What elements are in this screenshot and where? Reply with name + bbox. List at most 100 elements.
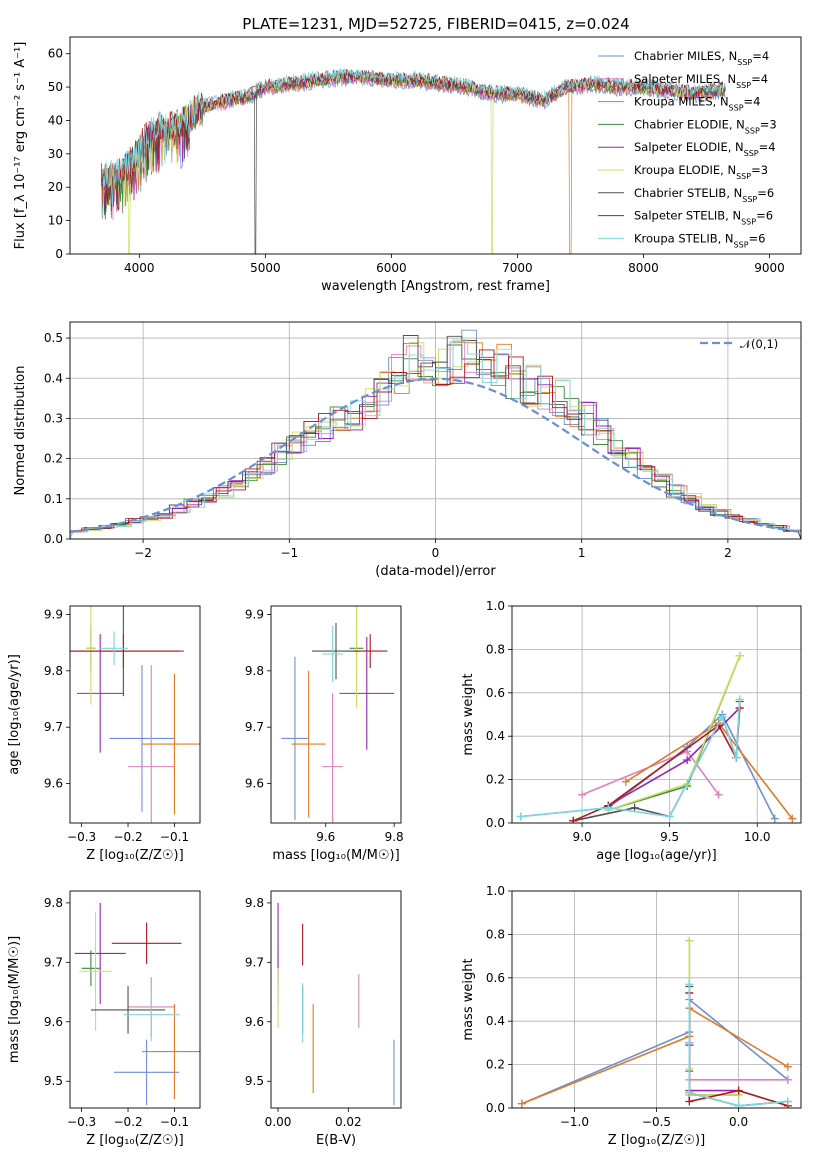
weight-point <box>621 777 630 786</box>
axes-frame <box>511 890 802 1109</box>
plot-area <box>516 651 797 823</box>
grid <box>512 605 801 824</box>
histogram-step <box>70 344 801 539</box>
grid <box>512 890 801 1109</box>
y-tick-label: 9.8 <box>245 664 264 678</box>
x-tick-label: 7000 <box>502 261 533 275</box>
x-tick-label: −1.0 <box>560 1115 589 1129</box>
panel-age_vs_mass: 9.6 9.8 9.6 9.7 9.8 9.9 mass [log₁₀(M/M☉)] <box>245 605 404 863</box>
y-tick-label: 10 <box>48 214 63 228</box>
weight-point <box>517 1099 526 1108</box>
x-axis-label: age [log₁₀(age/yr)] <box>596 848 717 863</box>
normal-curve <box>70 377 801 534</box>
x-tick-label: 6000 <box>376 261 407 275</box>
x-tick-label: 1 <box>578 546 586 560</box>
y-tick-label: 0.6 <box>486 971 505 985</box>
x-tick-label: 9000 <box>754 261 785 275</box>
y-tick-label: 0.4 <box>486 729 505 743</box>
weight-point <box>770 814 779 823</box>
x-tick-label: −0.3 <box>67 830 96 844</box>
y-tick-label: 9.6 <box>245 777 264 791</box>
x-axis-label: Z [log₁₀(Z/Z☉)] <box>86 848 183 863</box>
legend-label: 𝒩(0,1) <box>740 337 778 351</box>
weight-point <box>783 1075 792 1084</box>
spectrum-line <box>101 70 726 254</box>
y-tick-label: 1.0 <box>486 599 505 613</box>
y-tick-label: 20 <box>48 180 63 194</box>
weight-point <box>578 790 587 799</box>
weight-point <box>665 812 674 821</box>
weight-point <box>732 753 741 762</box>
axes-frame <box>69 605 201 824</box>
weight-point <box>735 651 744 660</box>
legend-label: Kroupa ELODIE, NSSP=3 <box>634 163 768 181</box>
spectrum-line <box>101 73 726 221</box>
charts: 4000 5000 6000 7000 8000 90000102030405060wav… <box>7 36 802 1148</box>
weight-line <box>688 993 739 1092</box>
y-tick-label: 0.6 <box>486 686 505 700</box>
weight-point <box>604 803 613 812</box>
x-axis-label: mass [log₁₀(M/M☉)] <box>272 848 399 863</box>
x-tick-label: 5000 <box>250 261 281 275</box>
y-tick-label: 0.1 <box>44 492 63 506</box>
weight-line <box>608 655 741 811</box>
axes-frame <box>69 321 802 540</box>
plot-area <box>517 936 792 1108</box>
histogram-step <box>70 349 801 539</box>
weight-point <box>788 814 797 823</box>
weight-point <box>630 803 639 812</box>
x-tick-label: 4000 <box>124 261 155 275</box>
weight-line <box>608 655 741 811</box>
histogram-step <box>70 335 801 539</box>
y-tick-label: 9.8 <box>245 896 264 910</box>
weight-point <box>569 816 578 823</box>
y-tick-label: 9.7 <box>245 720 264 734</box>
x-tick-label: 9.8 <box>385 830 404 844</box>
y-tick-label: 0.0 <box>44 532 63 546</box>
y-tick-label: 50 <box>48 80 63 94</box>
spectrum-line <box>101 68 726 218</box>
histogram-step <box>70 339 801 539</box>
panel-weight_vs_age: 9.0 9.5 10.0 0.0 0.2 0.4 0.6 0.8 1.0 age [log₁₀(a… <box>461 599 802 863</box>
weight-point <box>683 756 692 765</box>
weight-point <box>714 790 723 799</box>
y-axis-label: mass [log₁₀(M/M☉)] <box>7 936 22 1063</box>
y-tick-label: 0.2 <box>486 773 505 787</box>
spectrum-line <box>101 69 726 254</box>
y-tick-label: 9.8 <box>44 664 63 678</box>
y-axis-label: Flux [f_λ 10⁻¹⁷ erg cm⁻² s⁻¹ A⁻¹] <box>13 42 28 250</box>
x-tick-label: −0.2 <box>113 1115 142 1129</box>
x-tick-label: −0.1 <box>160 830 189 844</box>
x-tick-label: 0 <box>432 546 440 560</box>
y-tick-label: 0.5 <box>44 331 63 345</box>
y-tick-label: 9.8 <box>44 896 63 910</box>
legend-label: Chabrier ELODIE, NSSP=3 <box>634 117 777 135</box>
y-tick-label: 0.2 <box>44 452 63 466</box>
x-tick-label: 2 <box>724 546 732 560</box>
weight-point <box>718 712 727 721</box>
legend-label: Salpeter STELIB, NSSP=6 <box>634 209 773 227</box>
legend-label: Chabrier STELIB, NSSP=6 <box>634 186 774 204</box>
weight-line <box>521 1006 789 1105</box>
y-tick-label: 0.0 <box>486 816 505 830</box>
x-tick-label: 8000 <box>628 261 659 275</box>
histogram-step <box>70 329 801 539</box>
x-tick-label: 9.0 <box>573 830 592 844</box>
weight-point <box>734 1101 743 1108</box>
x-tick-label: 0.00 <box>265 1115 292 1129</box>
y-tick-label: 0 <box>55 247 63 261</box>
x-axis-label: E(B-V) <box>316 1133 356 1148</box>
axes-frame <box>511 605 802 824</box>
weight-point <box>516 812 525 821</box>
y-tick-label: 9.7 <box>245 955 264 969</box>
weight-line <box>520 713 776 820</box>
figure-title: PLATE=1231, MJD=52725, FIBERID=0415, z=0… <box>242 15 629 33</box>
x-tick-label: 9.5 <box>660 830 679 844</box>
y-tick-label: 60 <box>48 47 63 61</box>
y-tick-label: 9.6 <box>44 777 63 791</box>
weight-point <box>783 1062 792 1071</box>
y-tick-label: 9.9 <box>44 607 63 621</box>
legend-label: Kroupa MILES, NSSP=4 <box>634 95 760 113</box>
y-axis-label: mass weight <box>461 958 476 1040</box>
